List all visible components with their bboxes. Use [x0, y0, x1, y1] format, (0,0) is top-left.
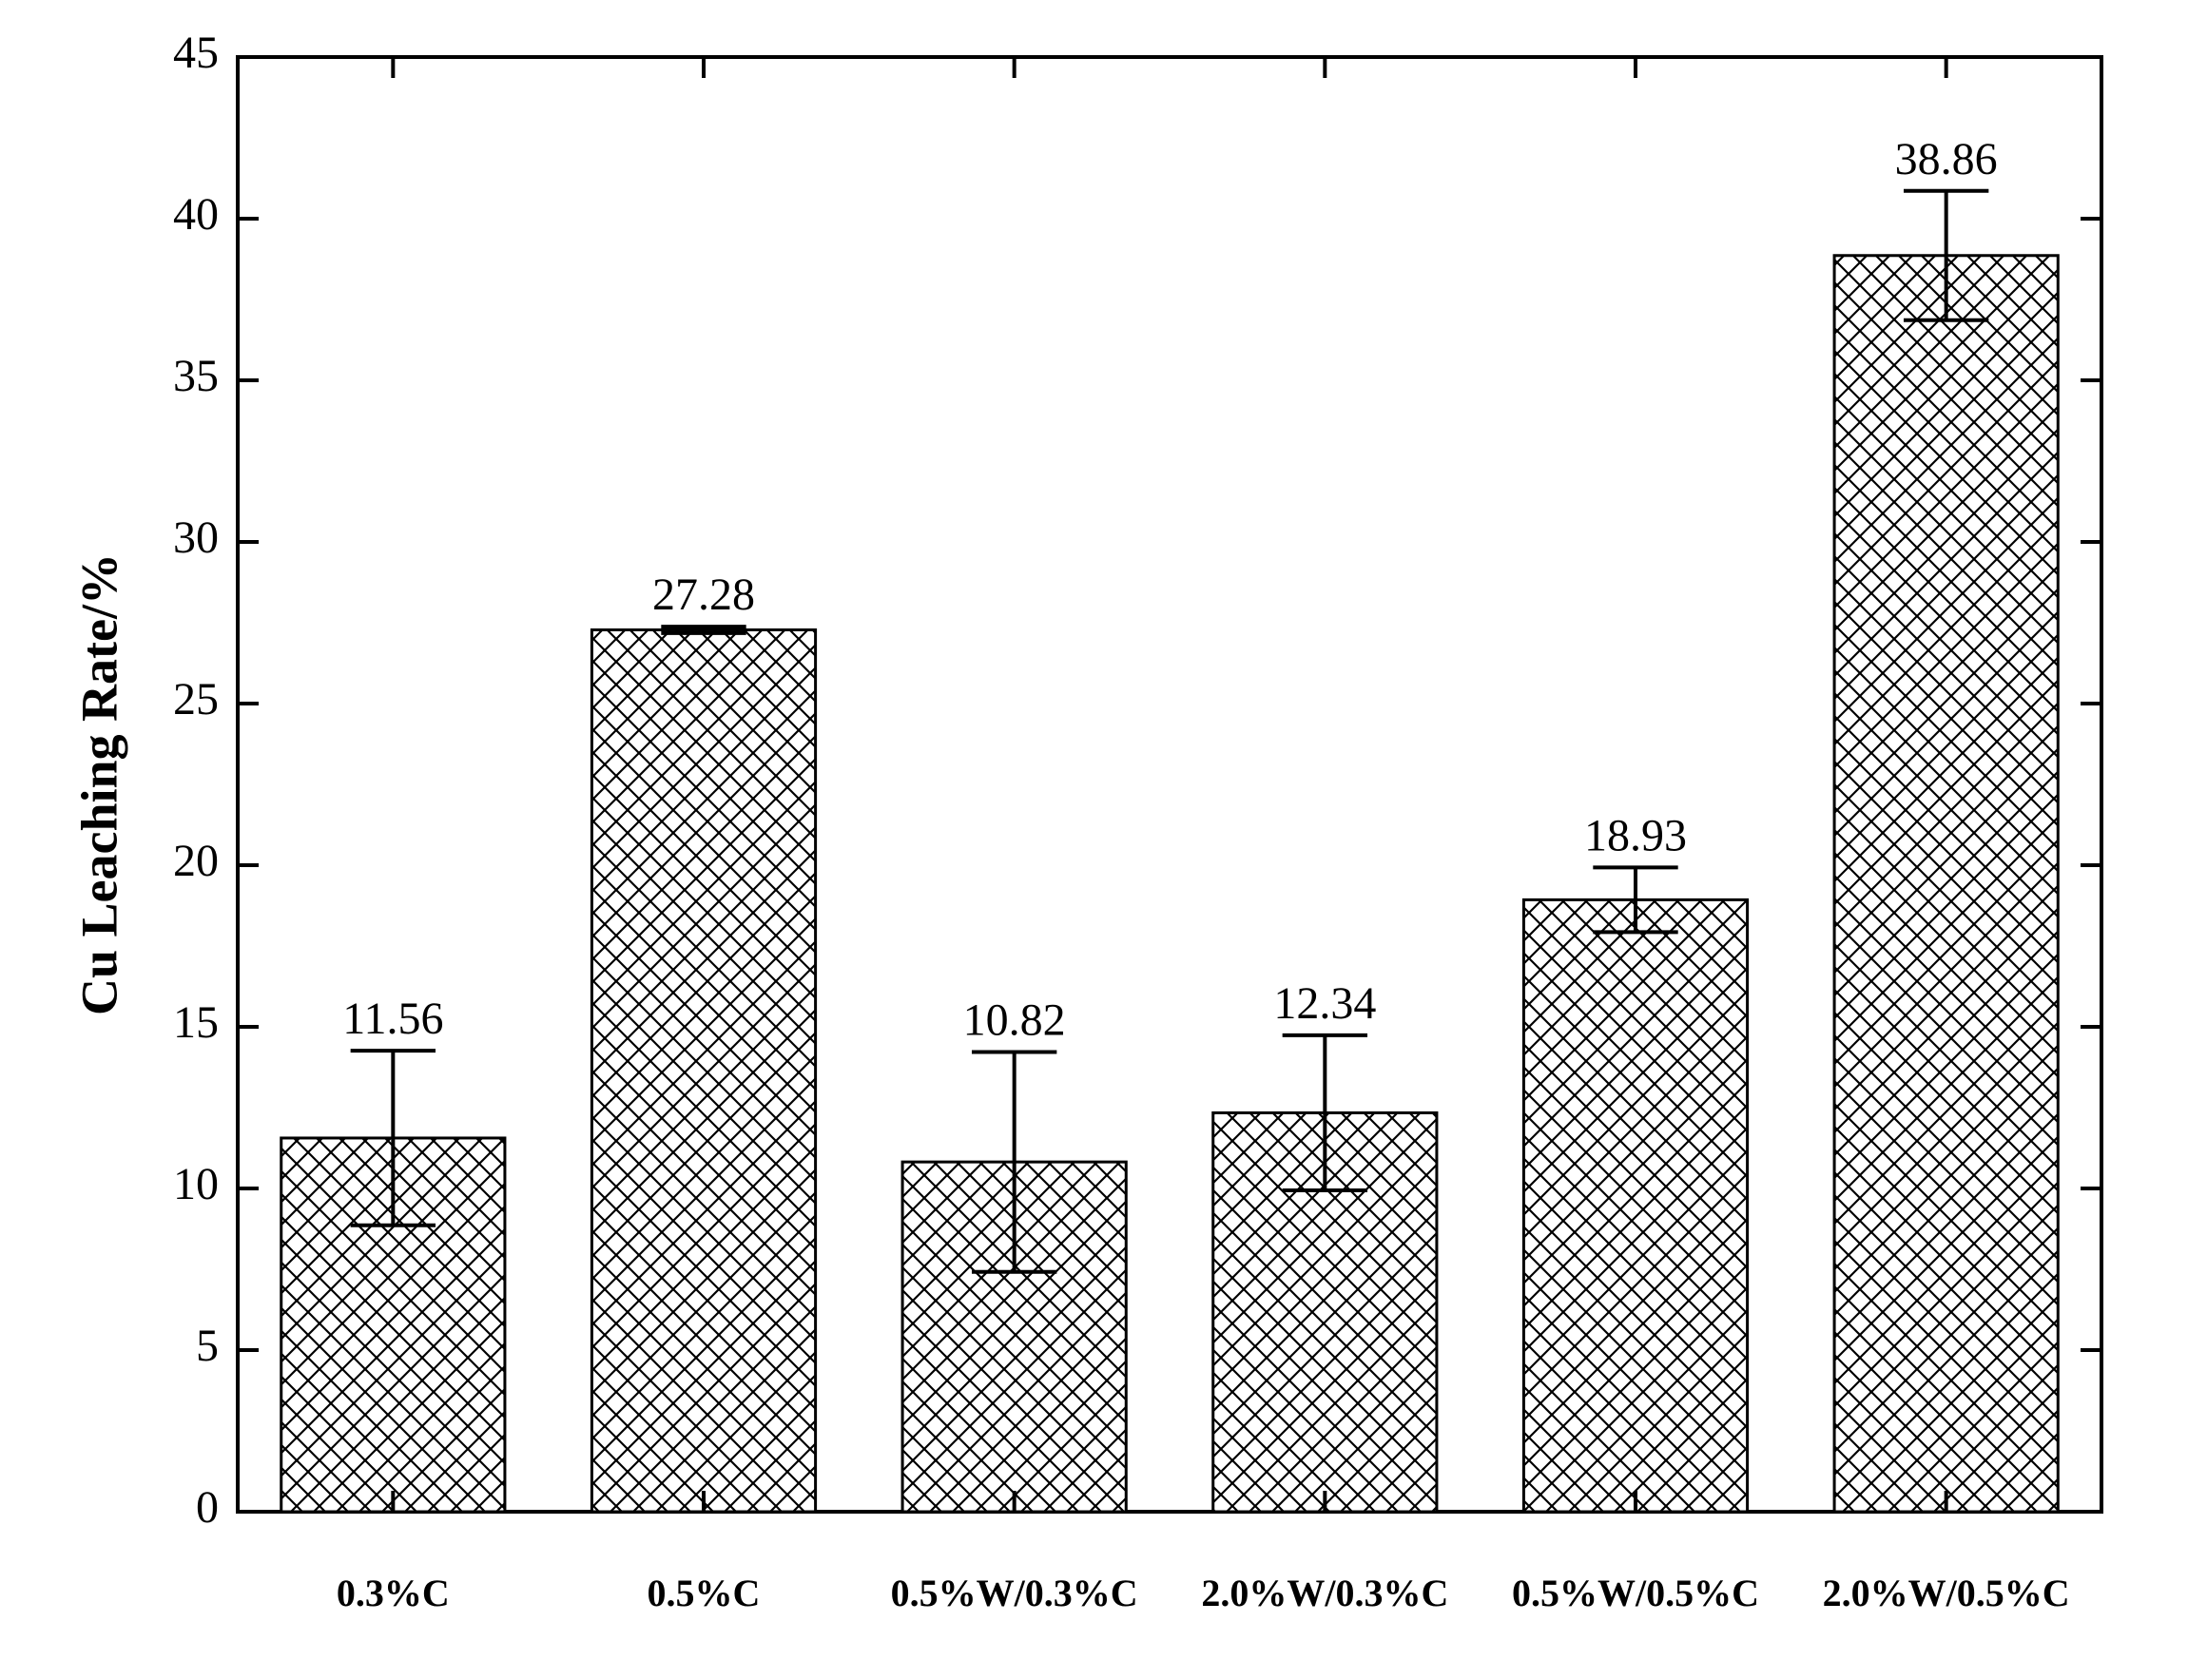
bar — [591, 629, 815, 1512]
xtick-label: 2.0%W/0.5%C — [1823, 1572, 2070, 1614]
data-label: 10.82 — [963, 995, 1066, 1046]
xtick-label: 0.5%C — [648, 1572, 761, 1614]
bar — [1834, 256, 2058, 1512]
ytick-label: 10 — [173, 1159, 219, 1209]
xtick-label: 2.0%W/0.3%C — [1201, 1572, 1448, 1614]
ytick-label: 15 — [173, 997, 219, 1048]
data-label: 27.28 — [652, 570, 755, 620]
data-label: 12.34 — [1273, 978, 1376, 1029]
y-axis-label: Cu Leaching Rate/% — [70, 553, 127, 1015]
ytick-label: 35 — [173, 351, 219, 401]
chart-container: 0 5 10 15 20 25 30 35 40 45 Cu Leaching Rate/% 0.3%… — [0, 0, 2188, 1680]
xtick-label: 0.5%W/0.5%C — [1512, 1572, 1759, 1614]
xtick-label: 0.5%W/0.3%C — [891, 1572, 1138, 1614]
bar-chart: 0 5 10 15 20 25 30 35 40 45 Cu Leaching Rate/% 0.3%… — [0, 0, 2188, 1680]
ytick-label: 30 — [173, 512, 219, 563]
bar — [1523, 899, 1747, 1512]
ytick-label: 40 — [173, 189, 219, 240]
ytick-label: 45 — [173, 28, 219, 78]
plot-frame — [238, 57, 2101, 1512]
ytick-label: 25 — [173, 674, 219, 724]
data-label: 11.56 — [342, 994, 443, 1044]
ytick-label: 0 — [196, 1482, 219, 1533]
ytick-label: 20 — [173, 836, 219, 886]
xtick-label: 0.3%C — [337, 1572, 450, 1614]
data-label: 38.86 — [1895, 134, 1998, 184]
ytick-label: 5 — [196, 1321, 219, 1371]
data-label: 18.93 — [1584, 810, 1687, 860]
